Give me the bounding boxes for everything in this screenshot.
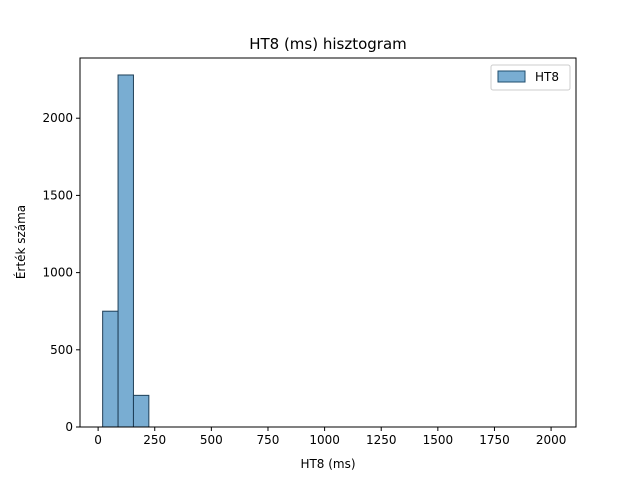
chart-title: HT8 (ms) hisztogram bbox=[249, 35, 407, 53]
x-axis-label: HT8 (ms) bbox=[300, 457, 355, 471]
x-tick-label: 2000 bbox=[536, 433, 567, 447]
x-tick-label: 250 bbox=[143, 433, 166, 447]
y-tick-label: 0 bbox=[65, 420, 73, 434]
legend-swatch bbox=[497, 70, 526, 83]
x-tick-label: 500 bbox=[200, 433, 223, 447]
x-tick-label: 1250 bbox=[366, 433, 397, 447]
y-tick-label: 2000 bbox=[42, 111, 73, 125]
x-tick-label: 1000 bbox=[309, 433, 340, 447]
histogram-bar bbox=[117, 74, 134, 428]
y-tick-label: 1500 bbox=[42, 188, 73, 202]
legend-label: HT8 bbox=[535, 70, 559, 84]
y-axis-label: Érték száma bbox=[13, 205, 28, 279]
bars-group bbox=[102, 74, 150, 428]
plot-frame bbox=[79, 57, 577, 428]
y-axis-ticks: 0 500 1000 1500 2000 bbox=[42, 111, 80, 434]
histogram-bar bbox=[102, 310, 119, 428]
x-axis-ticks: 0 250 500 750 1000 1250 1500 1750 2000 bbox=[94, 427, 566, 447]
histogram-bar bbox=[132, 394, 150, 428]
x-tick-label: 0 bbox=[94, 433, 102, 447]
legend: HT8 bbox=[490, 64, 571, 91]
y-tick-label: 1000 bbox=[42, 266, 73, 280]
x-tick-label: 1500 bbox=[423, 433, 454, 447]
x-tick-label: 750 bbox=[257, 433, 280, 447]
y-tick-label: 500 bbox=[50, 343, 73, 357]
x-tick-label: 1750 bbox=[479, 433, 510, 447]
